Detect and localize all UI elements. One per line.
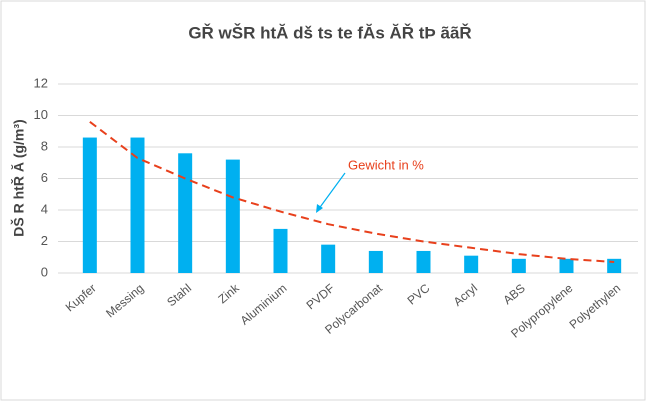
bar <box>273 228 288 273</box>
y-tick-label: 2 <box>41 233 48 248</box>
y-tick-label: 0 <box>41 264 48 279</box>
annotation: Gewicht in % <box>348 157 424 172</box>
chart-title: GŘ wŠR htĂ dš ts te fĂs ĂŘ tÞ ããŘ <box>188 23 471 42</box>
bar <box>178 153 193 273</box>
trend-line <box>89 121 615 263</box>
bar <box>321 244 336 273</box>
bar <box>511 258 526 273</box>
y-tick-label: 6 <box>41 170 48 185</box>
bar <box>607 258 622 273</box>
bar <box>130 137 145 273</box>
bar <box>368 250 383 273</box>
bar <box>464 255 479 273</box>
y-tick-label: 12 <box>34 75 48 90</box>
annotation-arrowhead <box>316 204 323 213</box>
y-axis-label: DŠ R htŘ Ă (g/m³) <box>10 119 27 236</box>
bar <box>225 159 240 273</box>
bar <box>559 258 574 273</box>
bar <box>82 137 97 273</box>
y-tick-label: 4 <box>41 201 48 216</box>
annotation-arrow <box>317 172 346 211</box>
y-tick-label: 8 <box>41 138 48 153</box>
bar <box>416 250 431 273</box>
y-tick-label: 10 <box>34 107 48 122</box>
